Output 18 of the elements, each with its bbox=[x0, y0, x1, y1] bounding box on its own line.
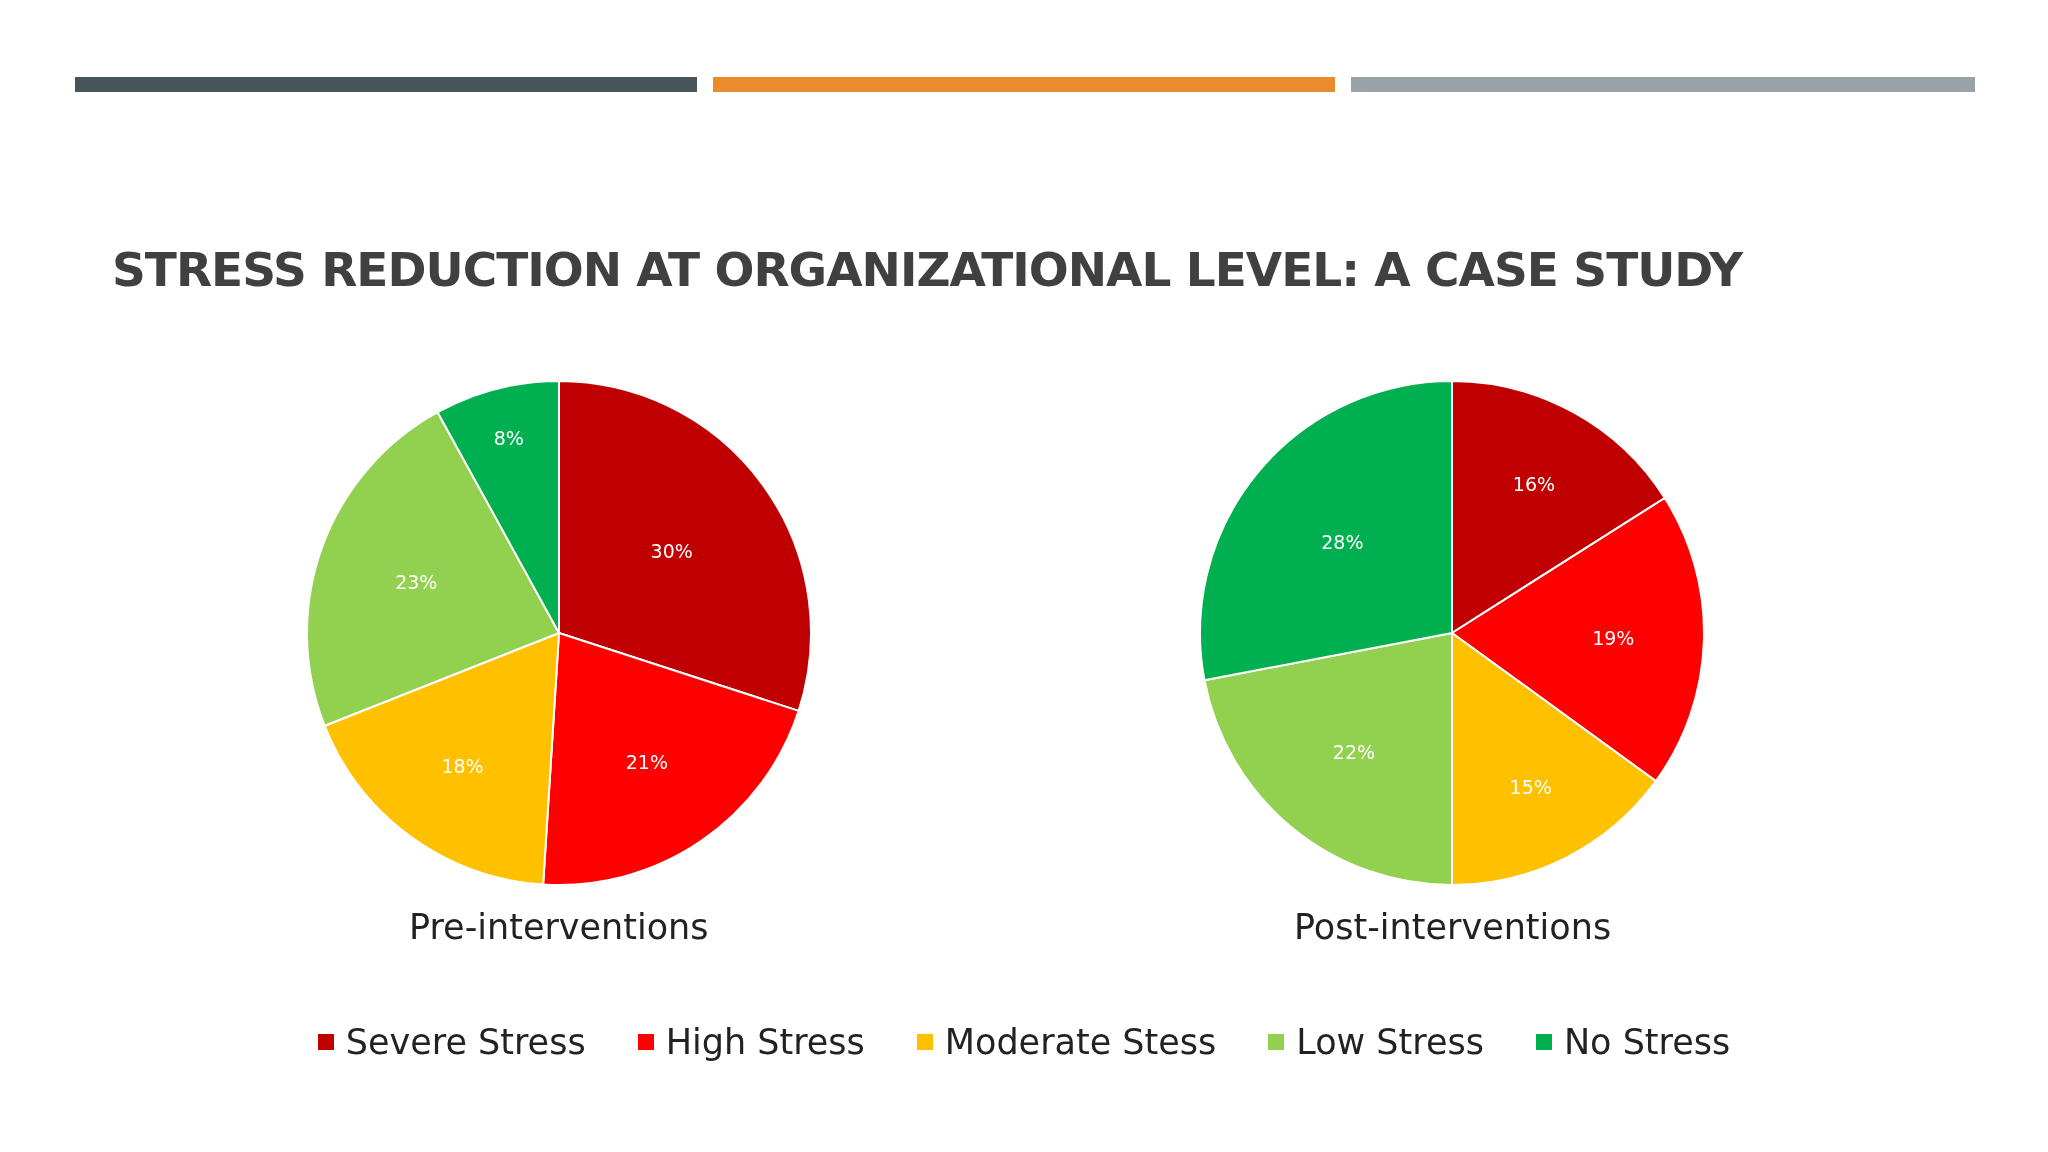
data-label: 30% bbox=[650, 540, 693, 563]
legend-label: Low Stress bbox=[1296, 1022, 1484, 1062]
data-label: 23% bbox=[395, 570, 438, 593]
data-label: 18% bbox=[441, 754, 484, 777]
legend-label: No Stress bbox=[1563, 1022, 1731, 1062]
data-label: 28% bbox=[1321, 531, 1364, 554]
text: Post-interventions bbox=[1294, 907, 1612, 947]
data-label: 19% bbox=[1592, 627, 1635, 650]
legend-label: High Stress bbox=[665, 1022, 865, 1062]
data-label: 15% bbox=[1509, 776, 1552, 799]
data-label: 8% bbox=[493, 426, 524, 449]
text: Pre-interventions bbox=[409, 907, 709, 947]
legend-label: Severe Stress bbox=[345, 1022, 586, 1062]
legend-label: Moderate Stess bbox=[944, 1022, 1217, 1062]
chart-title: STRESS REDUCTION AT ORGANIZATIONAL LEVEL: A CASE STUDY bbox=[112, 242, 1742, 297]
data-label: 16% bbox=[1512, 472, 1556, 495]
data-label: 22% bbox=[1332, 740, 1376, 763]
data-label: 21% bbox=[625, 751, 668, 774]
